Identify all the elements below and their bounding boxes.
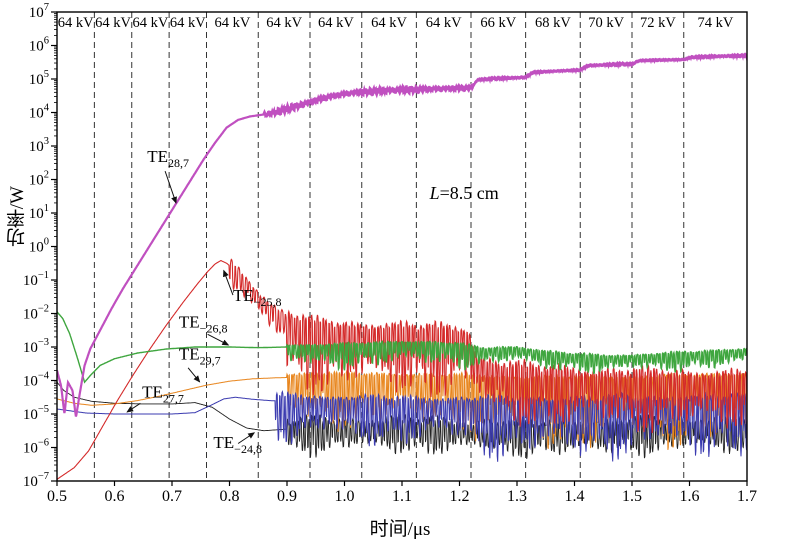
mode-label-arrow [187,367,201,383]
cavity-length-label: L=8.5 cm [429,183,499,203]
mode-label: TE−25,8 [233,286,282,309]
mode-label: TE−26,8 [179,313,228,336]
x-tick-label: 1.2 [450,488,470,505]
x-tick-label: 0.5 [47,488,67,505]
voltage-step-label: 72 kV [640,15,676,31]
voltage-step-label: 64 kV [133,15,169,31]
x-tick-label: 1.6 [680,488,700,505]
y-tick-label: 101 [29,203,49,222]
y-tick-label: 104 [29,103,50,122]
voltage-step-label: 64 kV [426,15,462,31]
mode-label-arrow [126,402,141,413]
y-tick-label: 103 [29,136,49,155]
x-tick-label: 1.1 [392,488,412,505]
voltage-labels: 64 kV 64 kV 64 kV 64 kV 64 kV 64 kV 64 kV 64 kV… [58,15,734,31]
voltage-step-label: 64 kV [318,15,354,31]
mode-label-arrow [164,170,177,204]
series-TE27,7 [57,389,747,462]
voltage-step-label: 64 kV [95,15,131,31]
mode-label-arrow [207,333,230,346]
mode-label: TE−24,8 [213,433,262,456]
mode-label: TE29,7 [179,345,221,368]
x-tick-label: 1.4 [565,488,585,505]
x-tick-label: 1.7 [737,488,757,505]
voltage-step-label: 68 kV [535,15,571,31]
mode-label-arrow [223,269,234,296]
voltage-step-label: 70 kV [588,15,624,31]
y-tick-label: 106 [29,36,49,55]
y-tick-label: 10−6 [23,438,49,457]
y-tick-label: 100 [29,237,49,256]
plot-frame [56,11,748,482]
y-axis-title: 功率/W [7,186,28,248]
y-tick-label: 10−4 [23,371,50,390]
y-tick-label: 10−5 [23,404,49,423]
series-TE−26,8 [57,311,747,384]
x-axis: 0.5 0.6 0.7 0.8 0.9 1.0 1.1 1.2 1.3 1.4 1.5 1.6 1.7 [47,481,757,505]
mode-label: TE27,7 [142,382,184,405]
y-tick-label: 10−3 [23,337,49,356]
x-tick-label: 0.7 [162,488,182,505]
y-tick-label: 105 [29,69,49,88]
y-tick-label: 10−7 [23,471,49,490]
mode-label: TE28,7 [147,147,189,170]
x-tick-label: 1.5 [622,488,642,505]
y-tick-label: 102 [29,170,49,189]
x-tick-label: 0.9 [277,488,297,505]
voltage-step-label: 64 kV [170,15,206,31]
voltage-step-label: 64 kV [371,15,407,31]
voltage-step-label: 74 kV [697,15,733,31]
voltage-step-label: 64 kV [214,15,250,31]
x-axis-title: 时间/μs [369,519,431,540]
x-tick-label: 0.8 [220,488,240,505]
voltage-step-label: 66 kV [480,15,516,31]
y-tick-label: 10−1 [23,270,49,289]
series-TE28,7 [57,52,747,417]
y-tick-label: 107 [29,2,49,21]
voltage-step-label: 64 kV [58,15,94,31]
voltage-step-label: 64 kV [266,15,302,31]
series [57,52,747,480]
y-tick-label: 10−2 [23,304,49,323]
x-tick-label: 1.0 [335,488,355,505]
x-tick-label: 1.3 [507,488,527,505]
series-TE−25,8 [57,258,747,480]
x-tick-label: 0.6 [105,488,125,505]
mode-label-arrow [237,432,256,444]
